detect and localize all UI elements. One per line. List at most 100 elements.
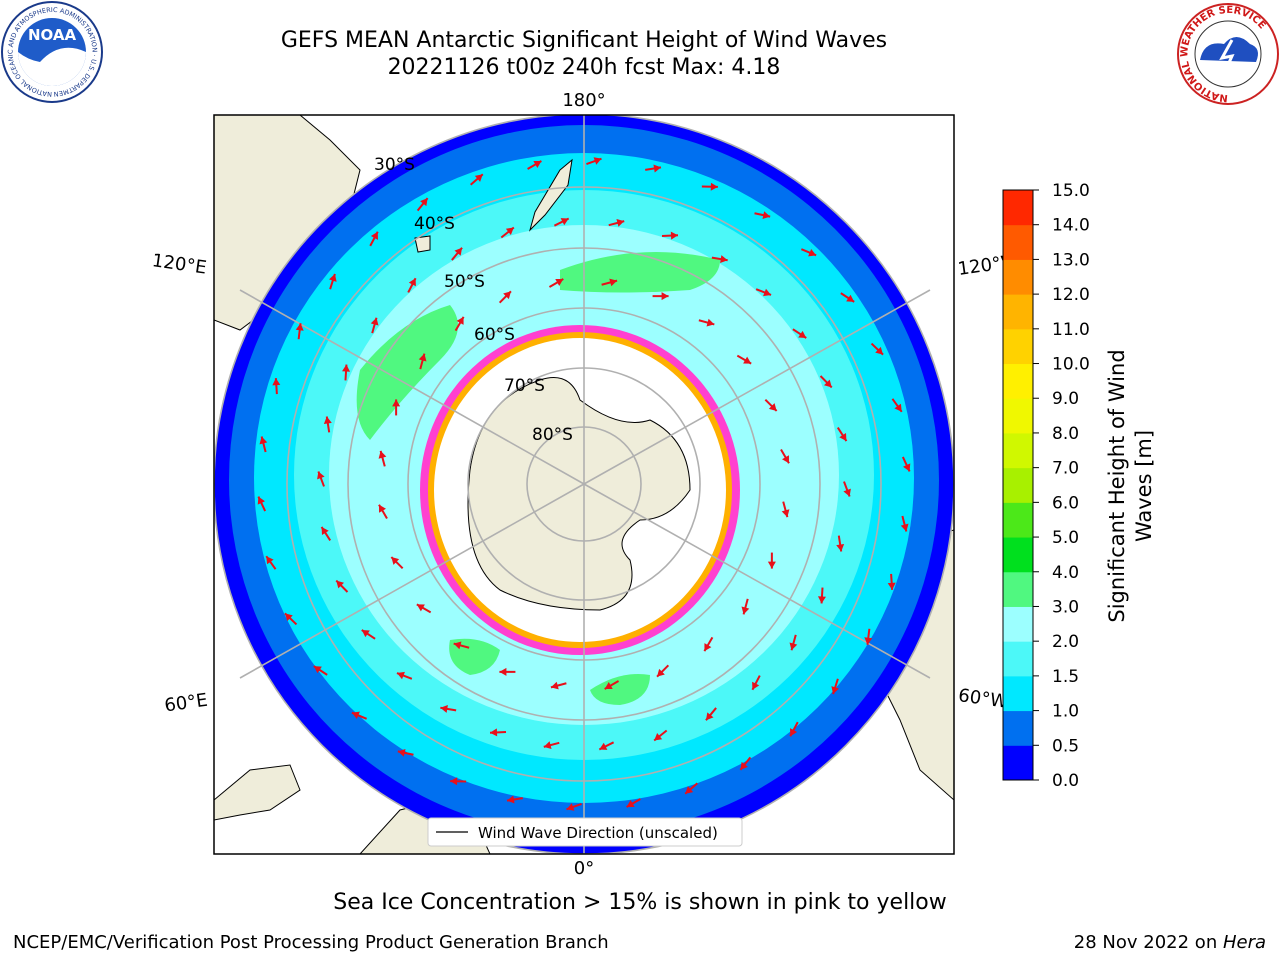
lon-label-180: 180°: [562, 90, 605, 111]
wind-wave-arrow: [317, 471, 325, 487]
wind-wave-arrow: [454, 316, 465, 332]
map-title: GEFS MEAN Antarctic Significant Height o…: [280, 28, 888, 53]
wind-wave-arrow: [608, 219, 625, 227]
wind-wave-arrow: [470, 173, 484, 186]
lon-label-60e: 60°E: [163, 690, 209, 717]
colorbar-tick-label: 4.0: [1052, 563, 1079, 583]
wind-wave-arrow: [553, 217, 570, 227]
wind-wave-arrow: [265, 555, 277, 570]
wind-wave-arrow: [840, 292, 855, 303]
producer-credit: NCEP/EMC/Verification Post Processing Pr…: [13, 932, 609, 953]
wind-wave-arrow: [601, 278, 618, 287]
wind-wave-arrow: [259, 436, 268, 453]
lat-label-60s: 60°S: [474, 325, 515, 345]
map-subtitle: 20221126 t00z 240h fcst Max: 4.18: [387, 55, 781, 80]
lat-label-50s: 50°S: [444, 272, 485, 292]
wind-wave-arrow: [900, 515, 909, 532]
colorbar-segment: [1003, 398, 1033, 434]
wind-wave-arrow: [792, 328, 807, 339]
map-frame: [213, 114, 955, 855]
colorbar-tick-label: 0.5: [1052, 736, 1079, 756]
wind-wave-arrow: [416, 197, 429, 212]
wind-wave-arrow: [418, 353, 427, 370]
wind-wave-arrow: [754, 211, 771, 220]
wind-wave-arrow: [764, 398, 778, 412]
lon-label-0: 0°: [574, 858, 594, 879]
arrow-legend: Wind Wave Direction (unscaled): [427, 817, 743, 847]
colorbar-label-line2: Waves [m]: [1132, 430, 1156, 542]
wind-wave-arrow: [751, 675, 761, 691]
sea-ice-note: Sea Ice Concentration > 15% is shown in …: [333, 890, 947, 915]
wind-wave-arrow: [780, 448, 790, 464]
noaa-logo-text: NOAA: [28, 26, 77, 44]
wind-wave-arrow: [295, 323, 304, 340]
colorbar-segment: [1003, 710, 1033, 746]
wind-wave-arrow: [392, 399, 401, 416]
wind-wave-arrow: [703, 636, 714, 652]
africa-land: [214, 764, 301, 821]
wind-wave-arrow: [604, 680, 620, 690]
wind-wave-arrow: [361, 629, 376, 640]
colorbar-segment: [1003, 190, 1033, 226]
colorbar-tick-label: 10.0: [1052, 355, 1090, 375]
wind-wave-arrow: [767, 552, 776, 569]
run-date: 28 Nov 2022 on Hera: [1074, 932, 1266, 953]
colorbar-segment: [1003, 571, 1033, 607]
wind-wave-arrow: [836, 427, 848, 442]
wind-wave-arrow: [450, 777, 467, 786]
wind-wave-arrow: [369, 231, 379, 247]
wind-wave-arrow: [378, 504, 388, 520]
colorbar-tick-label: 2.0: [1052, 632, 1079, 652]
wind-wave-arrow: [527, 160, 542, 170]
wind-wave-arrow: [390, 556, 404, 570]
wind-wave-arrow: [864, 628, 873, 645]
wind-wave-arrow: [711, 255, 728, 264]
colorbar-border: [1002, 189, 1034, 781]
wind-wave-arrow: [320, 526, 332, 541]
wind-wave-arrow: [451, 247, 463, 261]
wind-wave-arrows: [257, 157, 911, 811]
colorbar-tick-label: 9.0: [1052, 389, 1079, 409]
wind-wave-arrow: [586, 157, 602, 165]
wind-wave-arrow: [342, 364, 351, 381]
lon-label-60w: 60°W: [957, 685, 1009, 713]
legend-label: Wind Wave Direction (unscaled): [478, 824, 718, 842]
colorbar-label-line1: Significant Height of Wind: [1105, 349, 1129, 622]
nws-logo: NATIONAL WEATHER SERVICE: [1177, 3, 1279, 105]
wind-wave-arrow: [543, 741, 560, 749]
colorbar-segment: [1003, 606, 1033, 642]
wind-wave-arrow: [661, 231, 679, 240]
colorbar-tick-label: 6.0: [1052, 493, 1079, 513]
wind-wave-arrow: [817, 587, 826, 604]
tasmania-land: [414, 235, 431, 253]
wind-wave-arrow: [351, 711, 368, 720]
wind-wave-arrow: [500, 226, 515, 239]
colorbar-segment: [1003, 502, 1033, 538]
longitude-gridlines: [239, 115, 931, 854]
antarctica-land: [467, 377, 691, 611]
wind-wave-arrow: [272, 378, 281, 395]
wind-wave-arrow: [257, 496, 267, 512]
colorbar-tick-label: 15.0: [1052, 181, 1090, 201]
colorbar-segment: [1003, 675, 1033, 712]
wind-wave-arrow: [284, 612, 298, 626]
wind-wave-arrow: [550, 681, 567, 690]
colorbar-tick-label: 7.0: [1052, 459, 1079, 479]
machine-name: Hera: [1222, 932, 1266, 953]
wind-wave-arrow: [755, 288, 772, 297]
wind-wave-arrow: [901, 456, 911, 472]
colorbar-segment: [1003, 537, 1033, 573]
wind-wave-arrow: [335, 579, 349, 593]
wind-wave-arrow: [489, 728, 507, 737]
wind-wave-arrow: [506, 795, 523, 804]
colorbar-tick-label: 0.0: [1052, 771, 1079, 791]
wind-wave-arrow: [397, 748, 414, 757]
wind-wave-arrow: [705, 707, 717, 721]
wind-wave-arrow: [378, 450, 387, 467]
run-date-text: 28 Nov 2022 on: [1073, 932, 1223, 953]
wind-wave-arrow: [684, 782, 698, 795]
wind-wave-arrow: [548, 278, 564, 288]
colorbar-tick-label: 14.0: [1052, 216, 1090, 236]
wind-wave-arrow: [887, 573, 896, 590]
wind-wave-arrow: [656, 664, 670, 678]
